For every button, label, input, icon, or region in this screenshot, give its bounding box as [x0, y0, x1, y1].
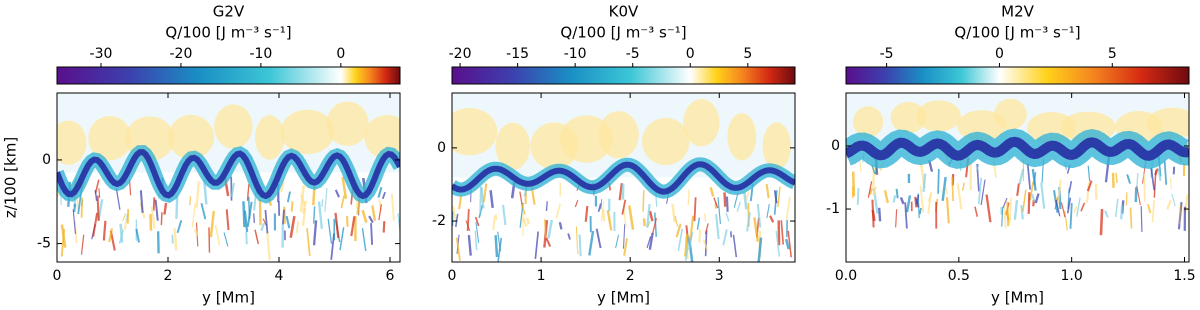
colorbar-title: K0V — [609, 3, 639, 21]
colorbar-tick-label: -15 — [506, 46, 529, 62]
colorbar-tick-label: 0 — [995, 46, 1004, 62]
x-tick-label: 6 — [386, 268, 395, 284]
plot-frame — [56, 92, 401, 263]
heatmap-image — [452, 93, 795, 262]
y-tick-label: 0 — [437, 140, 446, 156]
colorbar — [56, 66, 401, 85]
colorbar-label: Q/100 [J m⁻³ s⁻¹] — [560, 24, 686, 42]
x-tick-label: 2 — [164, 268, 173, 284]
plot-frame — [845, 92, 1190, 263]
x-tick-label: 0.5 — [948, 268, 970, 284]
colorbar-tick-label: -5 — [880, 46, 894, 62]
colorbar-tick-label: -10 — [249, 46, 272, 62]
colorbar-label: Q/100 [J m⁻³ s⁻¹] — [165, 24, 291, 42]
colorbar — [451, 66, 796, 85]
plot-frame — [451, 92, 796, 263]
y-tick-label: -2 — [432, 213, 446, 229]
colorbar-tick-label: 0 — [686, 46, 695, 62]
colorbar — [845, 66, 1190, 85]
colorbar-tick-label: -30 — [90, 46, 113, 62]
colorbar-tick-label: 5 — [743, 46, 752, 62]
x-tick-label: 1.5 — [1173, 268, 1195, 284]
y-tick-label: 0 — [831, 138, 840, 154]
heatmap-image — [846, 93, 1189, 262]
x-tick-label: 0 — [448, 268, 457, 284]
x-axis-label: y [Mm] — [597, 289, 650, 307]
colorbar-tick-label: -20 — [449, 46, 472, 62]
colorbar-tick-label: 5 — [1108, 46, 1117, 62]
colorbar-title: M2V — [1001, 3, 1034, 21]
x-tick-label: 1 — [537, 268, 546, 284]
colorbar-tick-label: -20 — [169, 46, 192, 62]
x-tick-label: 3 — [715, 268, 724, 284]
x-tick-label: 4 — [275, 268, 284, 284]
y-axis-label: z/100 [km] — [2, 137, 20, 218]
x-axis-label: y [Mm] — [202, 289, 255, 307]
y-tick-label: -1 — [826, 201, 840, 217]
x-tick-label: 1.0 — [1061, 268, 1083, 284]
colorbar-tick-label: -5 — [626, 46, 640, 62]
x-axis-label: y [Mm] — [991, 289, 1044, 307]
colorbar-tick-label: -10 — [564, 46, 587, 62]
x-tick-label: 2 — [626, 268, 635, 284]
y-tick-label: 0 — [42, 152, 51, 168]
y-tick-label: -5 — [37, 236, 51, 252]
colorbar-title: G2V — [213, 3, 245, 21]
colorbar-label: Q/100 [J m⁻³ s⁻¹] — [954, 24, 1080, 42]
heatmap-image — [57, 93, 400, 262]
x-tick-label: 0 — [53, 268, 62, 284]
colorbar-tick-label: 0 — [336, 46, 345, 62]
x-tick-label: 0.0 — [835, 268, 857, 284]
